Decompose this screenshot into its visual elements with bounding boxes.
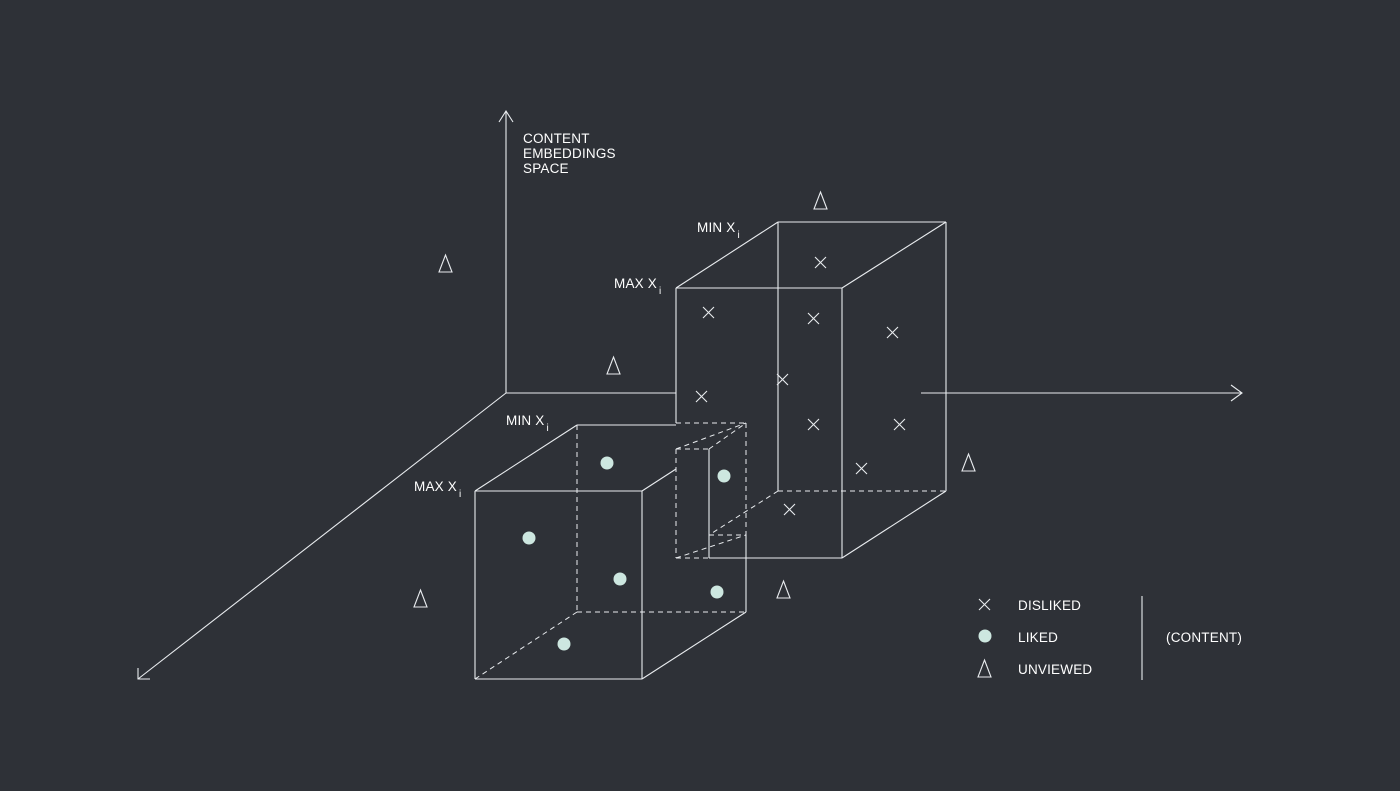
upper-min-label: MIN Xi: [697, 220, 740, 241]
unviewed-triangle-icon: [606, 355, 621, 375]
disliked-x-icon: [702, 306, 715, 319]
depth-axis: [137, 392, 507, 680]
legend-label-liked: LIKED: [1018, 630, 1058, 645]
liked-region-box: [474, 424, 747, 680]
disliked-x-icon: [855, 462, 868, 475]
disliked-x-icon: [893, 418, 906, 431]
disliked-x-icon: [695, 390, 708, 403]
legend-label-unviewed: UNVIEWED: [1018, 662, 1092, 677]
axes: [137, 109, 1243, 680]
legend-label-disliked: DISLIKED: [1018, 598, 1081, 613]
disliked-x-icon: [783, 503, 796, 516]
unviewed-triangle-icon: [961, 452, 976, 472]
disliked-x-icon: [886, 326, 899, 339]
unviewed-triangle-icon: [813, 190, 828, 210]
liked-dot-icon: [710, 585, 724, 599]
legend: DISLIKED LIKED UNVIEWED (CONTENT): [977, 596, 1242, 680]
lower-max-label: MAX Xi: [414, 479, 461, 500]
legend-x-icon: [978, 598, 991, 611]
legend-triangle-icon: [977, 658, 992, 678]
unviewed-triangle-icon: [413, 588, 428, 608]
liked-markers: [522, 456, 731, 651]
vertical-axis-arrowhead: [498, 109, 514, 123]
liked-dot-icon: [557, 637, 571, 651]
unviewed-markers: [413, 190, 976, 608]
liked-dot-icon: [600, 456, 614, 470]
unviewed-triangle-icon: [438, 253, 453, 273]
liked-dot-icon: [522, 531, 536, 545]
unviewed-triangle-icon: [776, 579, 791, 599]
disliked-region-box: [675, 221, 947, 559]
legend-dot-icon: [978, 629, 992, 643]
depth-axis-arrowhead: [137, 668, 150, 680]
legend-group-label: (CONTENT): [1166, 630, 1242, 645]
disliked-x-icon: [807, 418, 820, 431]
disliked-x-icon: [776, 373, 789, 386]
disliked-markers: [695, 256, 906, 516]
axis-label-line-2: EMBEDDINGS: [523, 146, 616, 161]
disliked-x-icon: [807, 312, 820, 325]
overlap-region: [675, 422, 747, 559]
lower-min-label: MIN Xi: [506, 413, 549, 434]
liked-dot-icon: [613, 572, 627, 586]
horizontal-axis-arrowhead: [1230, 384, 1243, 402]
axis-label-line-1: CONTENT: [523, 131, 590, 146]
liked-dot-icon: [717, 469, 731, 483]
disliked-x-icon: [814, 256, 827, 269]
upper-max-label: MAX Xi: [614, 276, 661, 297]
axis-label-line-3: SPACE: [523, 161, 569, 176]
